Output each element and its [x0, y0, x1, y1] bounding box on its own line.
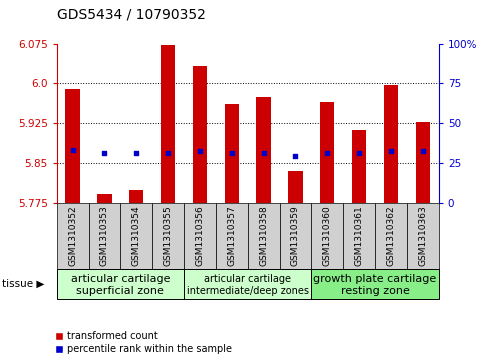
Point	[196, 148, 204, 154]
Text: GSM1310354: GSM1310354	[132, 205, 141, 266]
Bar	[129, 190, 143, 203]
Text: articular cartilage: articular cartilage	[70, 274, 170, 284]
Bar	[225, 104, 239, 203]
Point	[419, 148, 427, 154]
Text: GSM1310362: GSM1310362	[387, 205, 395, 266]
Legend: transformed count, percentile rank within the sample: transformed count, percentile rank withi…	[52, 327, 236, 358]
Text: resting zone: resting zone	[341, 286, 410, 296]
Text: GSM1310359: GSM1310359	[291, 205, 300, 266]
Text: GSM1310360: GSM1310360	[323, 205, 332, 266]
Text: GSM1310363: GSM1310363	[419, 205, 427, 266]
Point	[260, 150, 268, 156]
Text: superficial zone: superficial zone	[76, 286, 164, 296]
Point	[164, 150, 172, 156]
Bar	[352, 130, 366, 203]
Point	[323, 150, 331, 156]
Point	[69, 147, 76, 152]
Text: GSM1310358: GSM1310358	[259, 205, 268, 266]
Bar	[416, 122, 430, 203]
Bar	[193, 66, 207, 203]
Point	[132, 150, 140, 156]
Bar	[97, 194, 111, 203]
Text: GSM1310356: GSM1310356	[195, 205, 205, 266]
Bar	[256, 97, 271, 203]
Bar	[384, 85, 398, 203]
Bar	[66, 89, 80, 203]
Point	[101, 150, 108, 156]
Text: GSM1310361: GSM1310361	[354, 205, 364, 266]
Bar	[288, 171, 303, 203]
Bar	[320, 102, 334, 203]
Point	[387, 148, 395, 154]
Text: GSM1310352: GSM1310352	[68, 205, 77, 266]
Bar	[161, 45, 176, 203]
Point	[228, 150, 236, 156]
Point	[355, 150, 363, 156]
Text: GSM1310357: GSM1310357	[227, 205, 236, 266]
Text: articular cartilage: articular cartilage	[204, 274, 291, 284]
Text: growth plate cartilage: growth plate cartilage	[314, 274, 437, 284]
Text: GSM1310355: GSM1310355	[164, 205, 173, 266]
Text: GDS5434 / 10790352: GDS5434 / 10790352	[57, 8, 206, 22]
Point	[291, 154, 299, 159]
Text: tissue ▶: tissue ▶	[2, 279, 45, 289]
Text: intermediate/deep zones: intermediate/deep zones	[187, 286, 309, 296]
Text: GSM1310353: GSM1310353	[100, 205, 109, 266]
